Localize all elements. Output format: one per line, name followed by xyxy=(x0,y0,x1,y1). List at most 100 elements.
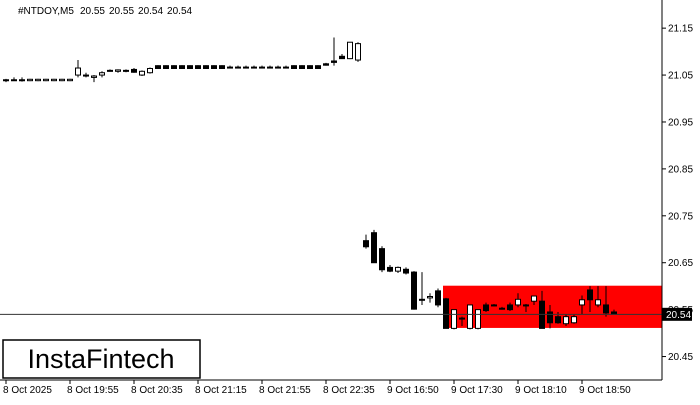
candle-body xyxy=(483,304,489,312)
candle-body xyxy=(243,66,249,69)
candle-body xyxy=(163,65,169,69)
candle-body xyxy=(291,65,297,69)
candle-body xyxy=(147,67,153,74)
candle-body xyxy=(59,78,65,82)
x-tick-label: 8 Oct 2025 xyxy=(3,385,52,396)
candle-body xyxy=(579,299,585,306)
candle-body xyxy=(115,69,121,72)
y-tick-label: 20.65 xyxy=(668,258,693,269)
x-tick-label: 8 Oct 20:35 xyxy=(131,385,183,396)
candle-body xyxy=(99,72,105,76)
y-tick-label: 21.15 xyxy=(668,24,693,35)
ohlc: 20.55 xyxy=(109,6,134,17)
candle-body xyxy=(123,69,129,72)
candle-body xyxy=(43,78,49,82)
candle-body xyxy=(419,298,425,301)
candle-body xyxy=(523,304,529,307)
candle-body xyxy=(139,70,145,76)
candle-body xyxy=(307,65,313,69)
candle-body xyxy=(491,304,497,307)
candle-body xyxy=(27,78,33,82)
candle-body xyxy=(347,41,353,60)
candle-body xyxy=(363,240,369,248)
candle-body xyxy=(339,55,345,60)
candle-body xyxy=(323,63,329,66)
candle-body xyxy=(179,65,185,69)
candle-body xyxy=(595,299,601,306)
x-tick-label: 9 Oct 17:30 xyxy=(451,385,503,396)
candle-body xyxy=(75,67,81,76)
candle-body xyxy=(475,309,481,329)
candle-body xyxy=(259,66,265,69)
candle-body xyxy=(267,66,273,69)
candle-body xyxy=(563,316,569,325)
candle-body xyxy=(387,266,393,272)
candle-body xyxy=(51,78,57,82)
logo: InstaFintech xyxy=(27,344,174,374)
x-tick-label: 9 Oct 18:10 xyxy=(515,385,567,396)
candle-body xyxy=(571,316,577,324)
y-tick-label: 20.95 xyxy=(668,117,693,128)
candle-body xyxy=(603,304,609,314)
y-tick-label: 20.85 xyxy=(668,164,693,175)
x-tick-label: 9 Oct 16:50 xyxy=(387,385,439,396)
candle-body xyxy=(3,79,9,82)
price-label: 20.54 xyxy=(666,310,691,321)
candle-body xyxy=(435,290,441,306)
x-tick-label: 8 Oct 22:35 xyxy=(323,385,375,396)
x-tick-label: 8 Oct 21:55 xyxy=(259,385,311,396)
candle-body xyxy=(395,266,401,272)
price-label-box xyxy=(662,307,692,321)
candle-body xyxy=(283,66,289,69)
candle-body xyxy=(427,295,433,299)
candle-body xyxy=(467,304,473,329)
candle-body xyxy=(507,304,513,311)
candle-body xyxy=(131,68,137,73)
y-tick-label: 21.05 xyxy=(668,71,693,82)
ohlc: 20.54 xyxy=(167,6,192,17)
y-tick-label: 20.75 xyxy=(668,211,693,222)
candle-body xyxy=(203,65,209,69)
candle-body xyxy=(11,79,17,82)
candle-body xyxy=(379,248,385,271)
candle-body xyxy=(411,271,417,310)
candle-body xyxy=(451,309,457,329)
logo-box xyxy=(2,339,201,379)
candle-body xyxy=(515,298,521,306)
candle-body xyxy=(83,74,89,77)
candle-body xyxy=(227,66,233,69)
candle-body xyxy=(547,311,553,324)
candle-body xyxy=(299,65,305,69)
candle-body xyxy=(35,78,41,82)
candle-body xyxy=(19,79,25,82)
ohlc: 20.55 xyxy=(80,6,105,17)
candle-body xyxy=(219,65,225,69)
candle-body xyxy=(251,66,257,69)
candle-body xyxy=(235,66,241,69)
candle-body xyxy=(171,65,177,69)
candle-body xyxy=(531,295,537,302)
candle-body xyxy=(107,69,113,72)
candle-body xyxy=(443,298,449,329)
candle-body xyxy=(355,43,361,61)
ohlc: 20.54 xyxy=(138,6,163,17)
candle-body xyxy=(275,66,281,69)
candle-body xyxy=(155,65,161,69)
candle-body xyxy=(499,307,505,310)
x-tick-label: 8 Oct 21:15 xyxy=(195,385,247,396)
candle-body xyxy=(371,232,377,264)
candle-body xyxy=(403,268,409,274)
candle-body xyxy=(187,65,193,69)
plot xyxy=(0,37,662,330)
candle-body xyxy=(315,65,321,69)
symbol: #NTDOY,M5 xyxy=(18,6,74,17)
candle-body xyxy=(555,316,561,324)
candle-body xyxy=(587,289,593,301)
candle-body xyxy=(331,60,337,63)
y-tick-label: 20.45 xyxy=(668,352,693,363)
candle-body xyxy=(91,75,97,78)
header: #NTDOY,M5 20.55 20.55 20.54 20.54 xyxy=(18,6,193,17)
candle-body xyxy=(211,65,217,69)
